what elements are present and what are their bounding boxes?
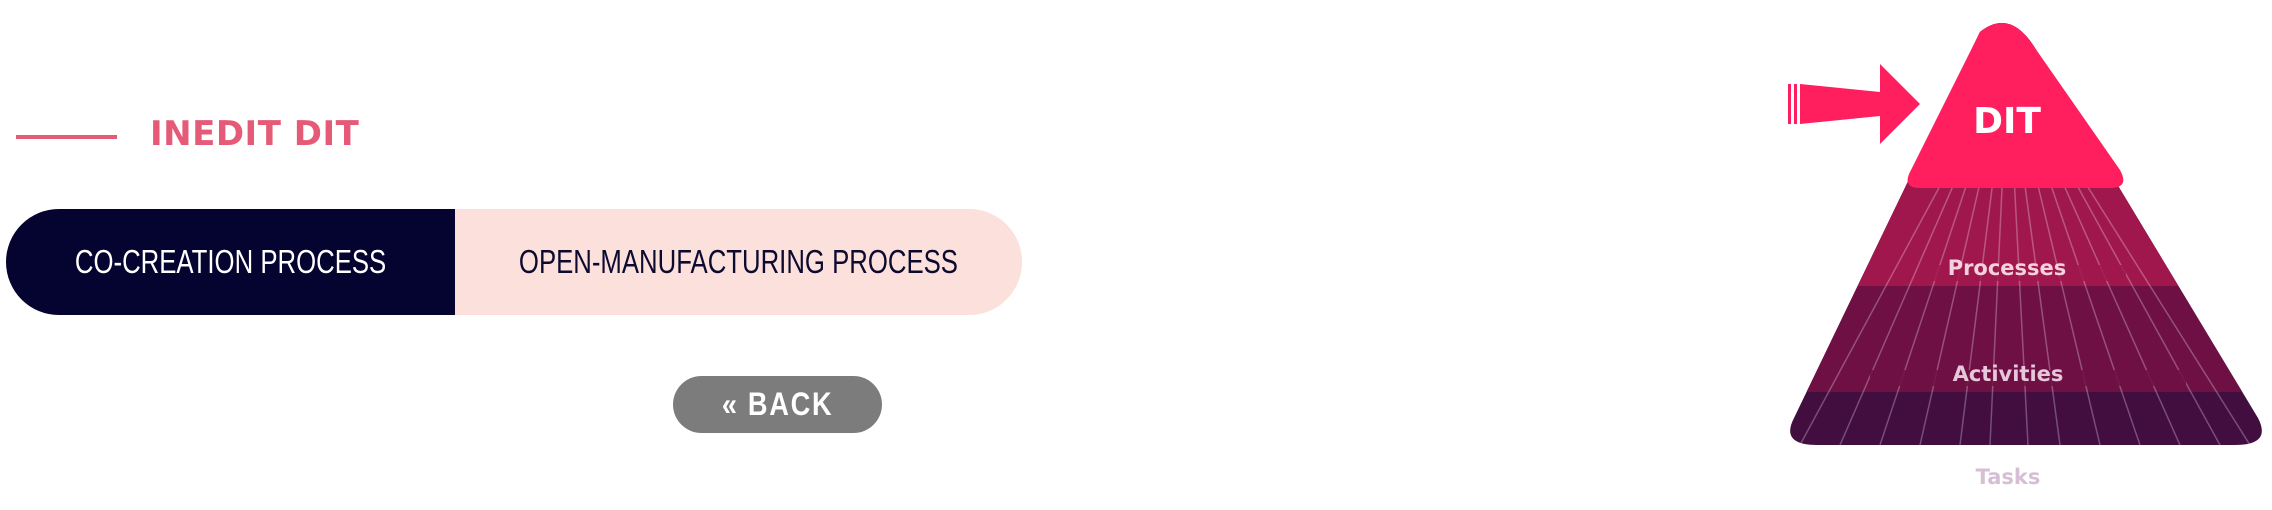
tab-open-manufacturing-process[interactable]: OPEN-MANUFACTURING PROCESS xyxy=(455,209,1022,315)
process-tabs: CO-CREATION PROCESS OPEN-MANUFACTURING P… xyxy=(6,209,1022,315)
pyramid-label-dit: DIT xyxy=(1973,101,2041,142)
tab-co-creation-process[interactable]: CO-CREATION PROCESS xyxy=(6,209,455,315)
page-title: INEDIT DIT xyxy=(150,114,360,154)
pyramid-label-processes: Processes xyxy=(1948,256,2067,280)
dit-pyramid-diagram: DIT Processes Activities Tasks xyxy=(1788,23,2262,489)
pyramid-label-activities: Activities xyxy=(1953,362,2064,386)
title-accent-line xyxy=(16,135,117,139)
tab-co-creation-label: CO-CREATION PROCESS xyxy=(74,243,387,280)
back-button[interactable]: « BACK xyxy=(673,376,882,433)
tab-open-manufacturing-label: OPEN-MANUFACTURING PROCESS xyxy=(518,243,959,280)
pyramid-label-tasks: Tasks xyxy=(1976,465,2041,489)
pyramid-dit-level xyxy=(1907,23,2124,188)
back-button-label: « BACK xyxy=(721,386,834,422)
arrow-right-icon xyxy=(1788,64,1920,144)
